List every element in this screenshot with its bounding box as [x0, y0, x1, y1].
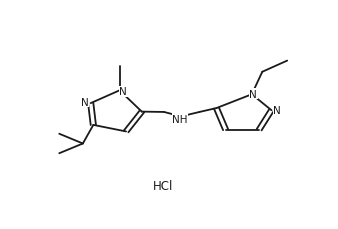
- Text: N: N: [119, 87, 127, 97]
- Text: N: N: [81, 97, 89, 107]
- Text: N: N: [249, 90, 257, 99]
- Text: NH: NH: [172, 114, 188, 124]
- Text: N: N: [273, 105, 281, 115]
- Text: HCl: HCl: [152, 180, 173, 193]
